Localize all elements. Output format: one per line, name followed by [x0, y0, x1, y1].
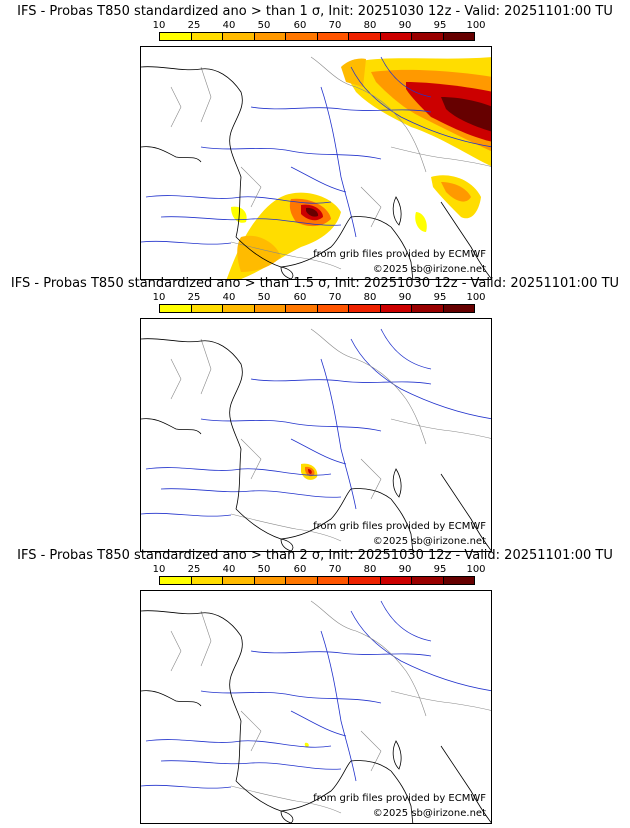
scale-swatch — [349, 33, 381, 40]
data-source-credit: from grib files provided by ECMWF — [313, 793, 486, 804]
scale-swatch — [349, 305, 381, 312]
scale-tick-label: 25 — [187, 564, 201, 575]
map-canvas — [141, 600, 491, 823]
panel-title: IFS - Probas T850 standardized ano > tha… — [10, 276, 620, 291]
map-canvas — [141, 56, 491, 279]
scale-swatch — [191, 577, 223, 584]
scale-swatch — [160, 577, 192, 584]
scale-swatch — [191, 33, 223, 40]
scale-swatch — [191, 305, 223, 312]
color-scale-bar — [159, 304, 475, 313]
scale-swatch — [160, 33, 192, 40]
coastline-layer — [141, 66, 491, 279]
scale-tick-label: 100 — [466, 20, 486, 31]
probability-shading-layer — [304, 742, 309, 747]
scale-tick-label: 90 — [398, 20, 412, 31]
panel-title: IFS - Probas T850 standardized ano > tha… — [17, 4, 613, 19]
river-layer — [141, 56, 491, 245]
data-source-credit: from grib files provided by ECMWF — [313, 249, 486, 260]
scale-tick-label: 90 — [398, 292, 412, 303]
color-scale-bar — [159, 576, 475, 585]
scale-swatch — [254, 33, 286, 40]
scale-swatch — [317, 577, 349, 584]
copyright-credit: ©2025 sb@irizone.net — [372, 808, 486, 819]
scale-tick-label: 60 — [293, 564, 307, 575]
scale-tick-label: 100 — [466, 564, 486, 575]
scale-tick-label: 60 — [293, 20, 307, 31]
scale-tick-label: 95 — [433, 564, 447, 575]
coastline-layer — [141, 338, 491, 551]
scale-tick-label: 40 — [222, 20, 236, 31]
scale-swatch — [380, 33, 412, 40]
coastline-layer — [141, 610, 491, 823]
map-panel-2: IFS - Probas T850 standardized ano > tha… — [0, 276, 630, 552]
copyright-credit: ©2025 sb@irizone.net — [372, 264, 486, 275]
scale-tick-label: 80 — [363, 292, 377, 303]
probability-shading-layer — [226, 57, 491, 279]
scale-swatch — [223, 577, 255, 584]
scale-tick-label: 70 — [328, 20, 342, 31]
scale-tick-label: 90 — [398, 564, 412, 575]
scale-tick-label: 50 — [257, 564, 271, 575]
scale-swatch — [254, 305, 286, 312]
scale-tick-label: 80 — [363, 564, 377, 575]
scale-tick-label: 10 — [152, 564, 166, 575]
border-layer — [170, 56, 491, 270]
scale-tick-label: 95 — [433, 20, 447, 31]
scale-tick-label: 70 — [328, 564, 342, 575]
color-scale-labels: 10 25 40 50 60 70 80 90 95 100 — [140, 20, 492, 31]
scale-tick-label: 25 — [187, 292, 201, 303]
scale-swatch — [286, 33, 318, 40]
map-canvas — [141, 328, 491, 551]
scale-swatch — [349, 577, 381, 584]
scale-tick-label: 10 — [152, 20, 166, 31]
scale-swatch — [380, 577, 412, 584]
probability-map[interactable]: from grib files provided by ECMWF ©2025 … — [140, 590, 492, 824]
probability-map[interactable]: from grib files provided by ECMWF ©2025 … — [140, 46, 492, 280]
scale-tick-label: 60 — [293, 292, 307, 303]
scale-swatch — [443, 577, 474, 584]
scale-tick-label: 80 — [363, 20, 377, 31]
scale-swatch — [223, 305, 255, 312]
scale-swatch — [412, 577, 444, 584]
scale-tick-label: 40 — [222, 564, 236, 575]
border-layer — [170, 600, 491, 814]
scale-tick-label: 40 — [222, 292, 236, 303]
river-layer — [141, 600, 491, 789]
scale-swatch — [160, 305, 192, 312]
scale-swatch — [412, 33, 444, 40]
scale-swatch — [286, 305, 318, 312]
scale-swatch — [412, 305, 444, 312]
river-layer — [141, 328, 491, 517]
color-scale-labels: 10 25 40 50 60 70 80 90 95 100 — [140, 564, 492, 575]
scale-swatch — [317, 305, 349, 312]
probability-shading-layer — [301, 463, 318, 480]
scale-tick-label: 10 — [152, 292, 166, 303]
scale-tick-label: 50 — [257, 292, 271, 303]
border-layer — [170, 328, 491, 542]
map-panel-3: IFS - Probas T850 standardized ano > tha… — [0, 548, 630, 824]
scale-swatch — [380, 305, 412, 312]
scale-tick-label: 25 — [187, 20, 201, 31]
data-source-credit: from grib files provided by ECMWF — [313, 521, 486, 532]
panel-title: IFS - Probas T850 standardized ano > tha… — [17, 548, 613, 563]
probability-map[interactable]: from grib files provided by ECMWF ©2025 … — [140, 318, 492, 552]
scale-swatch — [254, 577, 286, 584]
scale-tick-label: 50 — [257, 20, 271, 31]
color-scale-bar — [159, 32, 475, 41]
scale-tick-label: 70 — [328, 292, 342, 303]
scale-tick-label: 100 — [466, 292, 486, 303]
color-scale-labels: 10 25 40 50 60 70 80 90 95 100 — [140, 292, 492, 303]
copyright-credit: ©2025 sb@irizone.net — [372, 536, 486, 547]
scale-swatch — [286, 577, 318, 584]
scale-swatch — [223, 33, 255, 40]
scale-swatch — [443, 305, 474, 312]
scale-swatch — [317, 33, 349, 40]
scale-swatch — [443, 33, 474, 40]
scale-tick-label: 95 — [433, 292, 447, 303]
map-panel-1: IFS - Probas T850 standardized ano > tha… — [0, 4, 630, 280]
